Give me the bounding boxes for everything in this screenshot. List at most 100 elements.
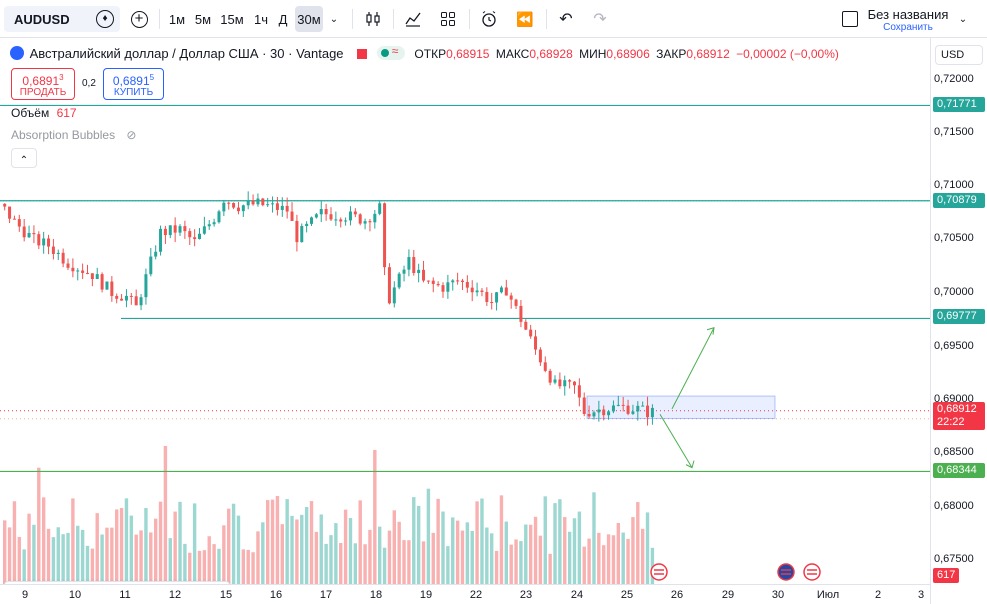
volume-bar	[509, 544, 513, 584]
rewind-icon: ⏪	[516, 10, 534, 27]
volume-bar	[319, 514, 323, 584]
time-label: 16	[269, 589, 283, 601]
volume-bar	[256, 531, 260, 584]
replay-button[interactable]: ⏪	[512, 6, 538, 32]
buy-button[interactable]: 0,68915 КУПИТЬ	[103, 68, 164, 100]
volume-bar	[626, 538, 630, 584]
volume-bar	[27, 513, 31, 584]
volume-bar	[212, 544, 216, 584]
volume-legend[interactable]: Объём 617	[11, 106, 77, 120]
symbol-icon: ♦	[96, 10, 114, 28]
volume-bar	[90, 548, 95, 584]
sell-price: 0,6891	[22, 74, 60, 88]
undo-button[interactable]: ↶	[554, 6, 578, 32]
current-price-tag[interactable]: 0,68912 22:22	[933, 402, 985, 430]
layout-checkbox[interactable]	[840, 6, 860, 32]
chart-pane[interactable]: Австралийский доллар / Доллар США · 30 ·…	[0, 38, 930, 584]
interval-5m[interactable]: 5м	[194, 11, 212, 27]
volume-bar	[227, 508, 231, 584]
currency-button[interactable]: USD	[935, 45, 983, 65]
candle-body	[124, 295, 128, 301]
candle-body	[32, 233, 36, 235]
volume-bar	[246, 549, 250, 584]
candle-body	[607, 411, 611, 416]
symbol-description[interactable]: Австралийский доллар / Доллар США · 30 ·…	[29, 46, 344, 61]
high-value: 0,68928	[529, 47, 573, 61]
interval-dropdown[interactable]: ⌄	[325, 6, 343, 32]
candles-icon	[366, 12, 380, 26]
candle-body	[300, 226, 304, 243]
candle-body	[193, 237, 197, 240]
plus-circle-icon: +	[130, 10, 148, 28]
currency-label: USD	[941, 49, 965, 61]
candle-body	[71, 267, 75, 272]
indicator-legend[interactable]: Absorption Bubbles ⊘	[11, 128, 136, 142]
candle-body	[198, 233, 201, 240]
candle-body	[246, 200, 250, 206]
volume-bar	[611, 535, 616, 584]
volume-bar	[129, 515, 134, 584]
candle-body	[202, 226, 206, 234]
collapse-legend-button[interactable]: ⌃	[11, 148, 37, 168]
time-axis[interactable]: 9 10 11 12 15 16 17 18 19 22 23 24 25 26…	[0, 584, 930, 604]
candle-body	[188, 231, 192, 238]
interval-1m[interactable]: 1м	[168, 11, 186, 27]
price-scale[interactable]: USD 0,72000 0,71500 0,71000 0,70500 0,70…	[930, 38, 987, 604]
flag-icon[interactable]	[357, 49, 368, 59]
volume-bar	[582, 546, 586, 584]
volume-bar	[183, 543, 187, 584]
price-chart[interactable]	[0, 38, 930, 584]
candle-body	[105, 281, 109, 290]
compare-button[interactable]: +	[126, 6, 152, 32]
symbol-search-button[interactable]: AUDUSD ♦	[4, 6, 120, 32]
candle-body	[387, 267, 391, 304]
candle-body	[631, 411, 635, 414]
candle-body	[529, 329, 533, 337]
sell-button[interactable]: 0,68913 ПРОДАТЬ	[11, 68, 75, 100]
candle-body	[426, 280, 430, 282]
interval-15m[interactable]: 15м	[220, 11, 244, 27]
candle-body	[436, 283, 440, 286]
layout-menu-button[interactable]: ⌄	[955, 6, 971, 32]
volume-bar	[538, 535, 543, 584]
volume-bar	[300, 514, 304, 584]
sell-label: ПРОДАТЬ	[19, 87, 67, 98]
volume-bar	[71, 498, 75, 584]
legend-row: Австралийский доллар / Доллар США · 30 ·…	[10, 44, 839, 61]
candle-body	[441, 285, 445, 292]
open-label: ОТКР	[414, 47, 447, 61]
templates-button[interactable]	[435, 6, 461, 32]
chevron-up-icon: ⌃	[19, 155, 29, 166]
level-tag[interactable]: 0,71771	[933, 97, 985, 112]
indicators-button[interactable]	[400, 6, 426, 32]
hidden-eye-icon[interactable]: ⊘	[126, 128, 137, 142]
alert-button[interactable]	[476, 6, 502, 32]
layout-name-button[interactable]: Без названия Сохранить	[866, 7, 950, 33]
candle-body	[236, 207, 240, 212]
volume-bar	[280, 524, 284, 584]
candle-body	[378, 203, 382, 214]
volume-bar	[295, 519, 299, 584]
volume-bar	[421, 541, 426, 584]
chart-type-button[interactable]	[360, 6, 386, 32]
price-label: 0,70500	[934, 232, 974, 244]
redo-button[interactable]: ↷	[588, 6, 612, 32]
volume-bar	[524, 524, 528, 584]
candle-body	[314, 214, 318, 218]
volume-bar	[285, 499, 289, 584]
volume-bar	[363, 544, 367, 584]
interval-30m[interactable]: 30м	[295, 6, 323, 32]
level-tag[interactable]: 0,68344	[933, 463, 985, 478]
interval-1d[interactable]: Д	[278, 11, 288, 27]
candle-body	[572, 381, 576, 386]
volume-bar	[650, 547, 655, 584]
candle-body	[329, 214, 333, 220]
candle-body	[47, 238, 51, 247]
interval-1h[interactable]: 1ч	[253, 11, 268, 27]
price-label: 0,67500	[934, 553, 974, 565]
candle-body	[310, 217, 314, 224]
level-tag[interactable]: 0,69777	[933, 309, 985, 324]
level-tag[interactable]: 0,70879	[933, 193, 985, 208]
volume-bar	[158, 501, 163, 584]
volume-bar	[134, 534, 138, 584]
